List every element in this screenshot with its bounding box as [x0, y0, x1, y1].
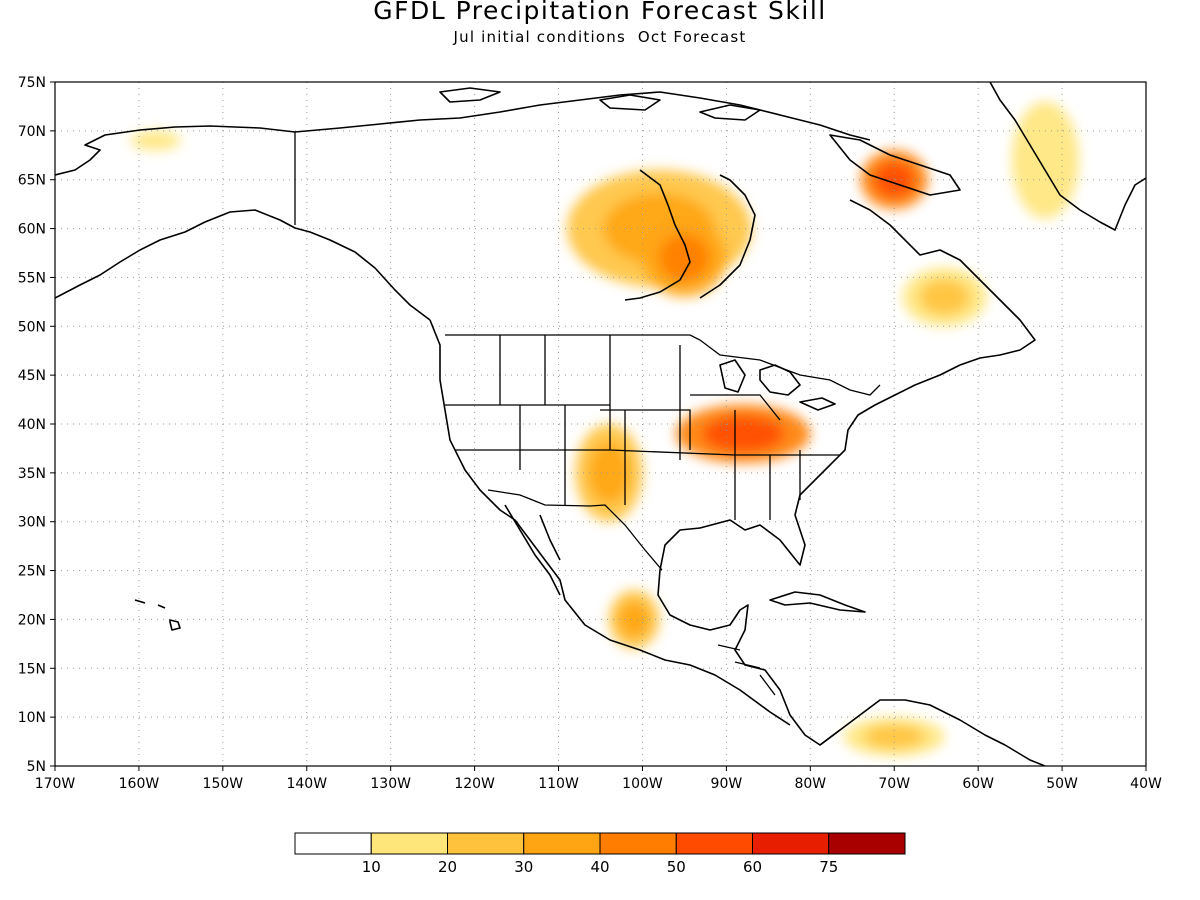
- lat-tick-label: 70N: [18, 124, 46, 140]
- us-canada-border: [445, 334, 881, 396]
- arctic-islands: [439, 87, 961, 196]
- lat-tick-label: 35N: [18, 466, 46, 482]
- colorbar-swatch: [447, 832, 525, 855]
- lon-tick-label: 120W: [454, 776, 495, 792]
- colorbar-swatch: [828, 832, 906, 855]
- skill-region-alaska-north: [130, 130, 181, 151]
- lat-tick-label: 40N: [18, 417, 46, 433]
- colorbar-swatch: [294, 832, 372, 855]
- lat-tick-label: 75N: [18, 75, 46, 91]
- colorbar-swatch: [675, 832, 753, 855]
- lon-tick-label: 130W: [370, 776, 411, 792]
- political-borders: [294, 132, 881, 696]
- hawaii-coast: [134, 599, 181, 631]
- colorbar: 10 20 30 40 50 60 75: [294, 832, 906, 876]
- alaska-coast: [55, 125, 431, 321]
- latitude-axis: 75N 70N 65N 60N 55N 50N 45N 40N 35N 30N 25N 20N 15N 1…: [18, 75, 55, 775]
- lon-tick-label: 100W: [622, 776, 663, 792]
- baja-coast: [504, 504, 561, 596]
- page-subtitle: Jul initial conditions Oct Forecast: [453, 28, 747, 46]
- lon-tick-label: 90W: [711, 776, 743, 792]
- skill-core-labrador: [919, 279, 970, 315]
- lat-tick-label: 25N: [18, 564, 46, 580]
- canada-arctic-coast: [294, 91, 871, 141]
- skill-core-hudson-bay-west: [659, 234, 710, 282]
- lat-tick-label: 50N: [18, 319, 46, 335]
- us-mexico-border: [487, 489, 663, 571]
- coastlines: [55, 82, 1146, 766]
- lat-tick-label: 5N: [27, 759, 46, 775]
- colorbar-label: 60: [743, 858, 762, 876]
- lat-tick-label: 60N: [18, 222, 46, 238]
- colorbar-label: 20: [438, 858, 457, 876]
- labrador-coast: [849, 199, 1036, 366]
- lat-tick-label: 20N: [18, 612, 46, 628]
- lon-tick-label: 80W: [794, 776, 826, 792]
- skill-core-southern-rockies: [588, 443, 630, 503]
- us-state-lines: [445, 335, 840, 520]
- skill-core-baffin-island: [874, 162, 915, 198]
- colorbar-label: 50: [667, 858, 686, 876]
- gridlines: [55, 82, 1146, 766]
- cuba-coast: [769, 591, 866, 613]
- colorbar-swatch: [599, 832, 677, 855]
- lon-tick-label: 70W: [878, 776, 910, 792]
- longitude-axis: 170W 160W 150W 140W 130W 120W 110W 100W 90W 80W 70…: [35, 766, 1162, 792]
- lon-tick-label: 60W: [962, 776, 994, 792]
- lon-tick-label: 40W: [1130, 776, 1162, 792]
- lon-tick-label: 140W: [286, 776, 327, 792]
- south-america-coast: [819, 699, 1046, 766]
- skill-core-mexico-south: [618, 601, 650, 638]
- lat-tick-label: 65N: [18, 173, 46, 189]
- lon-tick-label: 170W: [35, 776, 76, 792]
- east-coast: [699, 364, 961, 566]
- gulf-coast: [657, 527, 841, 746]
- skill-shading-layer: [130, 101, 1079, 757]
- page-title: GFDL Precipitation Forecast Skill: [373, 0, 827, 25]
- skill-core-ohio-valley: [702, 416, 784, 452]
- colorbar-label: 75: [819, 858, 838, 876]
- lon-tick-label: 160W: [119, 776, 160, 792]
- lat-tick-label: 15N: [18, 661, 46, 677]
- hudson-bay-coast: [624, 169, 756, 301]
- colorbar-label: 10: [362, 858, 381, 876]
- colorbar-label: 40: [590, 858, 609, 876]
- colorbar-swatch: [752, 832, 830, 855]
- central-america-borders: [717, 644, 776, 696]
- west-coast: [429, 319, 791, 726]
- lon-tick-label: 150W: [203, 776, 244, 792]
- colorbar-swatch: [523, 832, 601, 855]
- colorbar-swatch: [370, 832, 448, 855]
- lon-tick-label: 50W: [1046, 776, 1078, 792]
- lon-tick-label: 110W: [538, 776, 579, 792]
- lat-tick-label: 30N: [18, 515, 46, 531]
- lat-tick-label: 45N: [18, 368, 46, 384]
- greenland-coast: [989, 82, 1146, 231]
- lat-tick-label: 10N: [18, 710, 46, 726]
- lat-tick-label: 55N: [18, 270, 46, 286]
- colorbar-label: 30: [514, 858, 533, 876]
